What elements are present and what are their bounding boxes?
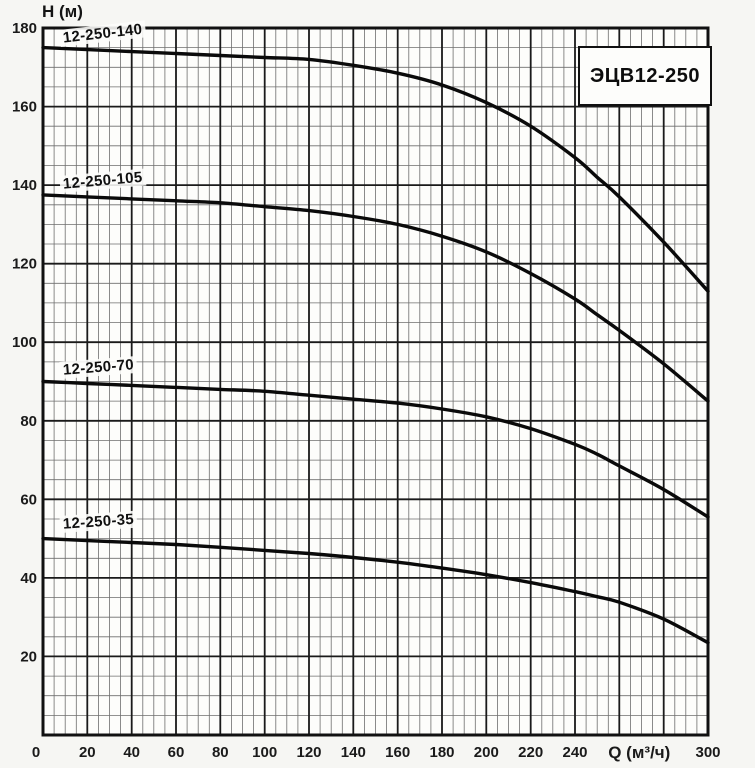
y-tick-label: 100	[12, 334, 37, 351]
x-tick-label: 0	[32, 744, 40, 761]
x-axis-title: Q (м³/ч)	[608, 743, 670, 762]
y-tick-label: 20	[20, 648, 37, 665]
y-tick-label: 120	[12, 256, 37, 273]
y-tick-label: 80	[20, 413, 37, 430]
x-tick-label: 100	[252, 744, 277, 761]
grid-major	[43, 28, 708, 735]
x-tick-label: 40	[123, 744, 140, 761]
x-tick-label: 160	[385, 744, 410, 761]
x-tick-label: 140	[341, 744, 366, 761]
y-tick-label: 160	[12, 99, 37, 116]
y-tick-label: 180	[12, 20, 37, 37]
x-tick-label: 80	[212, 744, 229, 761]
y-tick-label: 140	[12, 177, 37, 194]
x-tick-label: 200	[474, 744, 499, 761]
curve-12-250-140	[41, 45, 710, 293]
x-tick-label: 180	[429, 744, 454, 761]
grid-minor	[43, 28, 708, 735]
x-tick-label: 60	[168, 744, 185, 761]
y-axis-title: H (м)	[42, 2, 83, 21]
x-tick-label: 20	[79, 744, 96, 761]
x-tick-label: 240	[562, 744, 587, 761]
x-tick-label: 300	[695, 744, 720, 761]
y-tick-label: 60	[20, 491, 37, 508]
x-tick-label: 120	[296, 744, 321, 761]
curve-12-250-105	[41, 193, 710, 403]
curve-12-250-35	[41, 536, 710, 645]
x-tick-label: 220	[518, 744, 543, 761]
chart-title-box: ЭЦВ12-250	[578, 46, 712, 106]
curve-12-250-70	[41, 379, 710, 519]
y-tick-label: 40	[20, 570, 37, 587]
